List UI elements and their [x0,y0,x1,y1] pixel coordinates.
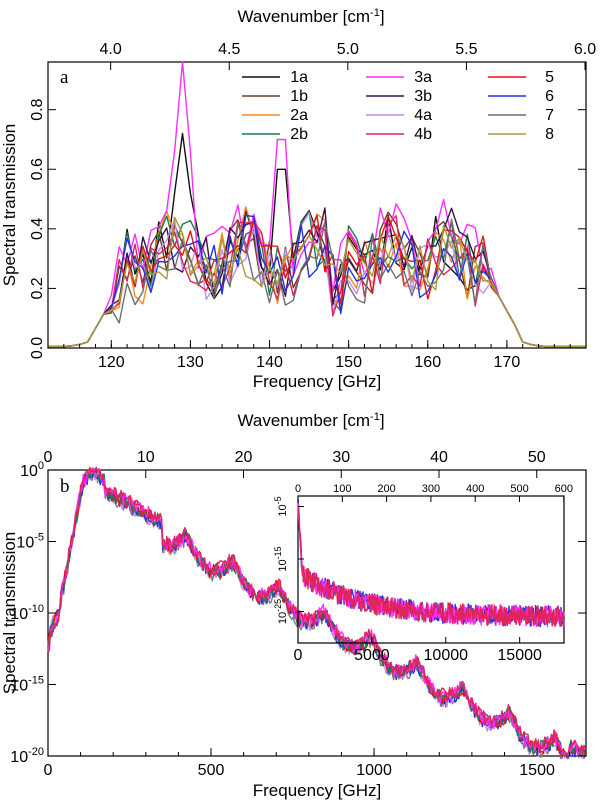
x-tick-label: 170 [494,354,521,371]
x2-axis-label-sup: -1 [370,7,380,19]
series-line-6 [47,466,586,755]
y-axis-label: Spectral transmission [0,124,19,287]
x2-tick-label: 30 [332,449,350,466]
y-tick-label: 100 [20,460,44,480]
x2-tick-label: 20 [235,449,253,466]
y-tick-exponent: -20 [28,746,44,758]
inset-y-tick-label: 10-15 [273,546,289,571]
inset-y-tick-exponent: -25 [273,599,283,612]
x2-tick-label: 4.0 [100,41,122,58]
panel-label: b [60,476,70,497]
x2-tick-label: 6.0 [574,41,596,58]
x-axis-label: Frequency [GHz] [253,372,382,391]
x2-tick-label: 10 [137,449,155,466]
y-tick-label: 10-20 [10,746,44,766]
series-line-3a [48,61,586,348]
inset-x-tick-label: 5000 [354,647,390,664]
inset-x-tick-label: 15000 [497,647,542,664]
x2-axis-label-sup: -1 [370,411,380,423]
x-axis-label: Frequency [GHz] [253,781,382,800]
inset-y-tick-exponent: -5 [273,496,283,504]
x2-tick-label: 40 [430,449,448,466]
legend-label-1a: 1a [290,69,308,86]
legend-label-2a: 2a [290,107,308,124]
x2-tick-label: 50 [528,449,546,466]
inset-x2-tick-label: 200 [377,483,395,495]
x2-tick-label: 0 [44,449,53,466]
series-line-8 [48,216,586,348]
y-axis-label: Spectral transmission [0,532,19,695]
legend-label-4b: 4b [414,126,432,143]
x-tick-label: 500 [198,762,225,779]
inset-x2-tick-label: 600 [555,483,573,495]
legend-label-2b: 2b [290,126,308,143]
x-tick-label: 160 [414,354,441,371]
y-tick-exponent: -5 [34,532,44,544]
x-tick-label: 0 [44,762,53,779]
inset-x2-tick-label: 0 [295,483,301,495]
x-tick-label: 1500 [519,762,555,779]
legend-label-4a: 4a [414,107,432,124]
y-tick-exponent: 0 [38,460,44,472]
y-tick-label: 0.6 [29,158,46,180]
y-tick-exponent: -10 [28,603,44,615]
x-tick-label: 120 [98,354,125,371]
legend-label-1b: 1b [290,88,308,105]
y-tick-label: 0.0 [29,337,46,359]
inset-y-tick-exponent: -15 [273,546,283,559]
x2-axis-label-end: ] [380,411,385,430]
panel-a-chart: 120 130 140 150 160 170 0.0 0.2 0.4 0.6 0.8 4.0 4.5 5… [0,7,596,391]
x2-tick-label: 4.5 [218,41,240,58]
panel-label: a [60,67,69,88]
x2-axis-label-end: ] [380,7,385,26]
series-line-4 [47,468,586,756]
inset-series-line-2 [297,506,565,627]
legend-label-5: 5 [545,69,554,86]
inset-x2-tick-label: 300 [422,483,440,495]
inset-x2-tick-label: 100 [333,483,351,495]
x2-axis-label: Wavenumber [cm-1] [237,7,384,26]
inset-x2-tick-label: 400 [466,483,484,495]
x-tick-label: 140 [256,354,283,371]
y-tick-label: 0.2 [29,277,46,299]
legend-label-3a: 3a [414,69,432,86]
x2-tick-label: 5.0 [337,41,359,58]
legend-label-7: 7 [545,107,554,124]
legend-label-3b: 3b [414,88,432,105]
inset-x-tick-label: 0 [294,647,303,664]
x2-tick-label: 5.5 [455,41,477,58]
inset-x2-tick-label: 500 [510,483,528,495]
y-tick-label: 0.4 [29,218,46,240]
x-tick-label: 1000 [356,762,392,779]
y-tick-label: 0.8 [29,98,46,120]
x2-axis-label: Wavenumber [cm-1] [237,411,384,430]
legend-label-6: 6 [545,88,554,105]
inset-x-tick-label: 10000 [424,647,469,664]
x-tick-label: 130 [177,354,204,371]
plot-frame [47,61,587,349]
inset-y-tick-label: 10-5 [273,496,289,516]
y-tick-label: 10-5 [16,532,44,552]
panel-b-chart: 0 500 1000 15000 10 20 30 40 5010010-510-1010-15… [0,411,587,800]
y-tick-exponent: -15 [28,675,44,687]
x-tick-label: 150 [335,354,362,371]
legend-label-8: 8 [545,126,554,143]
